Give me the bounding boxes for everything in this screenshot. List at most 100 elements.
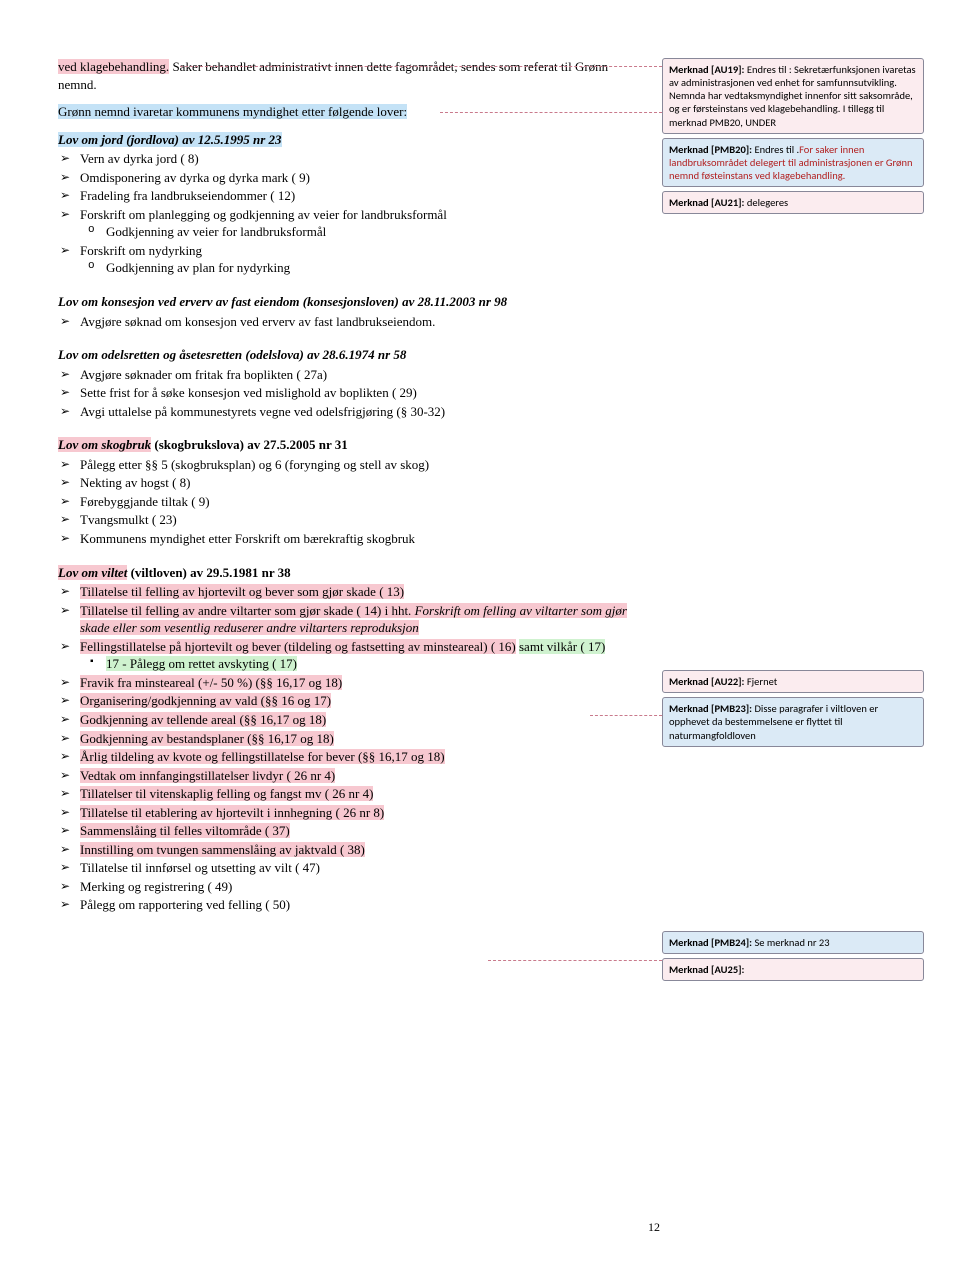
comment-text: delegeres (744, 196, 788, 209)
jordlova-item: Fradeling fra landbrukseiendommer ( 12) (80, 187, 646, 205)
sub-list: Godkjenning av veier for landbruksformål (80, 223, 646, 241)
jordlova-list: Vern av dyrka jord ( 8) Omdisponering av… (58, 150, 646, 277)
list-item: Tillatelse til innførsel og utsetting av… (80, 859, 646, 877)
comment-au25: Merknad [AU25]: (662, 958, 924, 981)
list-item: Tillatelse til etablering av hjortevilt … (80, 804, 646, 822)
intro-para: ved klagebehandling. Saker behandlet adm… (58, 58, 646, 93)
title-text: Lov om odelsretten og åsetesretten (odel… (58, 347, 406, 362)
comment-pmb23: Merknad [PMB23]: Disse paragrafer i vilt… (662, 697, 924, 746)
list-text: Fradeling fra landbrukseiendommer ( 12) (80, 188, 295, 203)
comment-label: Merknad [AU19]: (669, 63, 744, 76)
list-item: Tillatelser til vitenskaplig felling og … (80, 785, 646, 803)
list-item: Pålegg om rapportering ved felling ( 50) (80, 896, 646, 914)
comment-label: Merknad [PMB20]: (669, 143, 752, 156)
list-item: Avgi uttalelse på kommunestyrets vegne v… (80, 403, 646, 421)
list-text: Vern av dyrka jord ( 8) (80, 151, 199, 166)
comment-text: Se merknad nr 23 (752, 936, 829, 949)
list-item: Kommunens myndighet etter Forskrift om b… (80, 530, 646, 548)
list-text: Tillatelse til etablering av hjortevilt … (80, 805, 384, 820)
list-text: Omdisponering av dyrka og dyrka mark ( 9… (80, 170, 310, 185)
list-text: Godkjenning av plan for nydyrking (106, 260, 290, 275)
comment-text-a: Endres til . (752, 143, 799, 156)
list-text: Innstilling om tvungen sammenslåing av j… (80, 842, 365, 857)
viltloven-list: Tillatelse til felling av hjortevilt og … (58, 583, 646, 914)
comment-au19: Merknad [AU19]: Endres til : Sekretærfun… (662, 58, 924, 134)
jordlova-title-a: Lov om jord (jordlova) av 12.5.1995 nr 2… (58, 132, 282, 147)
list-item: Tillatelse til felling av hjortevilt og … (80, 583, 646, 601)
list-item: Sette frist for å søke konsesjon ved mis… (80, 384, 646, 402)
comment-label: Merknad [AU21]: (669, 196, 744, 209)
title-a: Lov om viltet (58, 565, 127, 580)
jordlova-item: Omdisponering av dyrka og dyrka mark ( 9… (80, 169, 646, 187)
connector-line (440, 112, 662, 113)
comment-label: Merknad [AU22]: (669, 675, 744, 688)
title-b: (skogbrukslova) av 27.5.2005 nr 31 (151, 437, 348, 452)
list-text: Merking og registrering ( 49) (80, 879, 232, 894)
list-text: Godkjenning av veier for landbruksformål (106, 224, 326, 239)
list-item: Årlig tildeling av kvote og fellingstill… (80, 748, 646, 766)
jordlova-item: Forskrift om nydyrking Godkjenning av pl… (80, 242, 646, 277)
connector-line (488, 960, 662, 961)
list-text: Avgi uttalelse på kommunestyrets vegne v… (80, 404, 445, 419)
list-text: Godkjenning av bestandsplaner (§§ 16,17 … (80, 731, 334, 746)
list-item: Merking og registrering ( 49) (80, 878, 646, 896)
konsesjon-list: Avgjøre søknad om konsesjon ved erverv a… (58, 313, 646, 331)
list-item: Avgjøre søknad om konsesjon ved erverv a… (80, 313, 646, 331)
page-number: 12 (648, 1220, 660, 1235)
list-item: Sammenslåing til felles viltområde ( 37) (80, 822, 646, 840)
jordlova-item: Forskrift om planlegging og godkjenning … (80, 206, 646, 241)
list-text: 17 - Pålegg om rettet avskyting ( 17) (106, 656, 297, 671)
list-item: Organisering/godkjenning av vald (§§ 16 … (80, 692, 646, 710)
list-item: Avgjøre søknader om fritak fra boplikten… (80, 366, 646, 384)
comments-sidebar: Merknad [AU19]: Endres til : Sekretærfun… (662, 58, 924, 985)
title-b: (viltloven) av 29.5.1981 nr 38 (127, 565, 290, 580)
list-text: Tvangsmulkt ( 23) (80, 512, 177, 527)
list-text: Kommunens myndighet etter Forskrift om b… (80, 531, 415, 546)
list-item: Tvangsmulkt ( 23) (80, 511, 646, 529)
intro-a: ved klagebehandling. (58, 59, 169, 74)
list-text: Tillatelse til felling av hjortevilt og … (80, 584, 404, 599)
list-item: Godkjenning av tellende areal (§§ 16,17 … (80, 711, 646, 729)
comment-spacer (662, 751, 924, 931)
list-item: Innstilling om tvungen sammenslåing av j… (80, 841, 646, 859)
list-text-b: samt vilkår ( 17) (519, 639, 605, 654)
square-item: 17 - Pålegg om rettet avskyting ( 17) (106, 655, 646, 673)
list-text: Sette frist for å søke konsesjon ved mis… (80, 385, 417, 400)
list-text: Årlig tildeling av kvote og fellingstill… (80, 749, 445, 764)
list-text: Tillatelse til innførsel og utsetting av… (80, 860, 320, 875)
square-list: 17 - Pålegg om rettet avskyting ( 17) (80, 655, 646, 673)
list-text-a: Tillatelse til felling av andre viltarte… (80, 603, 411, 618)
jordlova-title: Lov om jord (jordlova) av 12.5.1995 nr 2… (58, 131, 646, 149)
list-item: Fellingstillatelse på hjortevilt og beve… (80, 638, 646, 673)
sub-list: Godkjenning av plan for nydyrking (80, 259, 646, 277)
comment-label: Merknad [PMB23]: (669, 702, 752, 715)
comment-spacer (662, 218, 924, 670)
jordlova-item: Vern av dyrka jord ( 8) (80, 150, 646, 168)
sub-item: Godkjenning av veier for landbruksformål (106, 223, 646, 241)
list-text: Nekting av hogst ( 8) (80, 475, 190, 490)
intro-line2: Grønn nemnd ivaretar kommunens myndighet… (58, 104, 407, 119)
skogbruk-title: Lov om skogbruk (skogbrukslova) av 27.5.… (58, 436, 646, 454)
connector-line (590, 715, 662, 716)
title-text: Lov om konsesjon ved erverv av fast eien… (58, 294, 507, 309)
comment-text: Fjernet (744, 675, 777, 688)
comment-pmb20: Merknad [PMB20]: Endres til .For saker i… (662, 138, 924, 187)
list-text: Forskrift om planlegging og godkjenning … (80, 207, 447, 222)
comment-au22: Merknad [AU22]: Fjernet (662, 670, 924, 693)
comment-label: Merknad [PMB24]: (669, 936, 752, 949)
list-item: Nekting av hogst ( 8) (80, 474, 646, 492)
list-text: Forskrift om nydyrking (80, 243, 202, 258)
list-text: Pålegg etter §§ 5 (skogbruksplan) og 6 (… (80, 457, 429, 472)
list-item: Vedtak om innfangingstillatelser livdyr … (80, 767, 646, 785)
odelslova-title: Lov om odelsretten og åsetesretten (odel… (58, 346, 646, 364)
sub-item: Godkjenning av plan for nydyrking (106, 259, 646, 277)
list-text: Førebyggjande tiltak ( 9) (80, 494, 210, 509)
list-text: Organisering/godkjenning av vald (§§ 16 … (80, 693, 331, 708)
list-text: Godkjenning av tellende areal (§§ 16,17 … (80, 712, 326, 727)
list-text: Tillatelser til vitenskaplig felling og … (80, 786, 373, 801)
list-item: Fravik fra minsteareal (+/- 50 %) (§§ 16… (80, 674, 646, 692)
skogbruk-list: Pålegg etter §§ 5 (skogbruksplan) og 6 (… (58, 456, 646, 548)
list-text: Fravik fra minsteareal (+/- 50 %) (§§ 16… (80, 675, 342, 690)
list-text-a: Fellingstillatelse på hjortevilt og beve… (80, 639, 516, 654)
konsesjon-title: Lov om konsesjon ved erverv av fast eien… (58, 293, 646, 311)
